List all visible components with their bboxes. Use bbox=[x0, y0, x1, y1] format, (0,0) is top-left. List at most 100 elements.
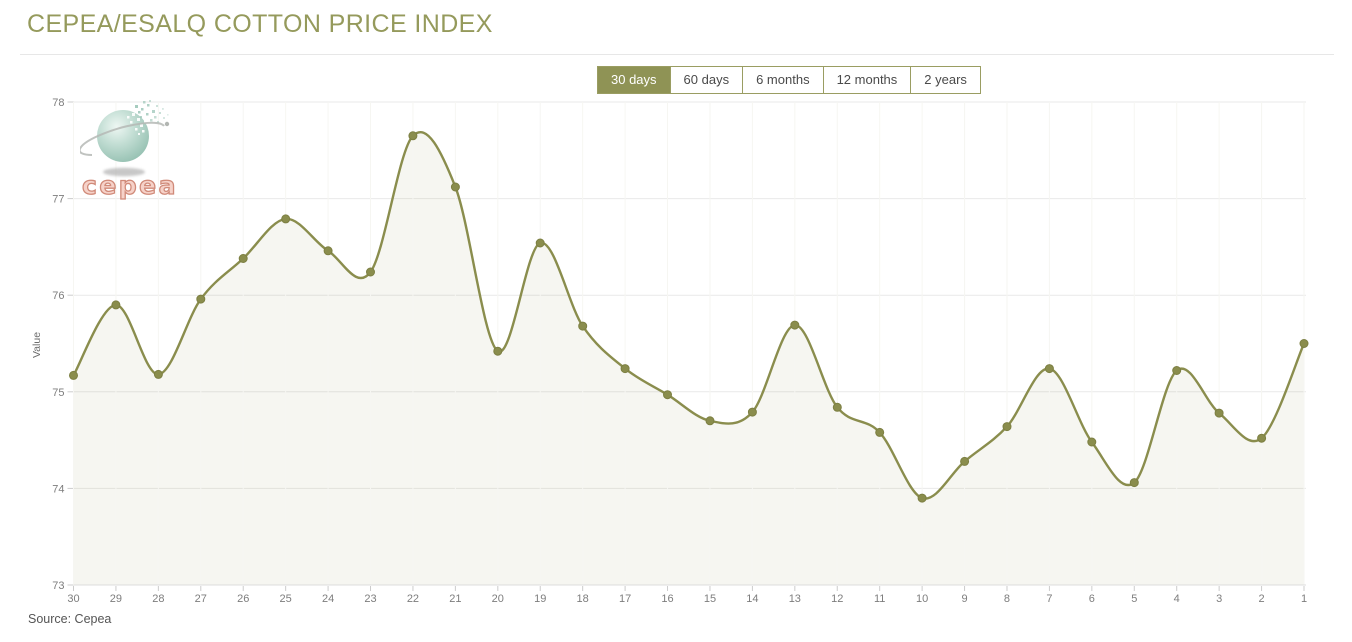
tab-60-days[interactable]: 60 days bbox=[669, 67, 743, 93]
data-point[interactable] bbox=[1257, 433, 1267, 443]
x-axis-label: 20 bbox=[492, 593, 504, 605]
data-point[interactable] bbox=[960, 456, 970, 466]
x-axis-label: 3 bbox=[1216, 593, 1222, 605]
x-axis-label: 26 bbox=[237, 593, 249, 605]
tab-6-months[interactable]: 6 months bbox=[742, 67, 823, 93]
data-point[interactable] bbox=[281, 214, 291, 224]
logo-speckle bbox=[147, 104, 150, 107]
data-point[interactable] bbox=[663, 390, 672, 400]
range-tabs: 30 days 60 days 6 months 12 months 2 yea… bbox=[597, 66, 981, 94]
data-point[interactable] bbox=[620, 364, 630, 374]
data-point[interactable] bbox=[408, 131, 418, 141]
logo-speckle bbox=[149, 100, 151, 102]
data-point[interactable] bbox=[1002, 422, 1012, 432]
x-axis-label: 17 bbox=[619, 593, 631, 605]
logo-globe bbox=[97, 110, 149, 162]
x-axis-label: 23 bbox=[364, 593, 376, 605]
data-point[interactable] bbox=[323, 246, 333, 256]
y-axis-label: 75 bbox=[52, 387, 64, 399]
x-axis-label: 18 bbox=[577, 593, 589, 605]
data-point[interactable] bbox=[111, 300, 121, 310]
logo-speckle bbox=[162, 108, 164, 110]
logo-speckle bbox=[138, 133, 140, 135]
data-point[interactable] bbox=[153, 369, 163, 379]
y-axis-label: 77 bbox=[52, 194, 64, 206]
series-area bbox=[73, 132, 1304, 586]
data-point[interactable] bbox=[450, 182, 460, 192]
data-point[interactable] bbox=[1087, 437, 1097, 447]
x-axis-label: 6 bbox=[1089, 593, 1095, 605]
x-axis-label: 4 bbox=[1174, 593, 1180, 605]
x-axis-label: 25 bbox=[280, 593, 292, 605]
data-point[interactable] bbox=[747, 407, 757, 417]
logo-speckle bbox=[137, 118, 140, 121]
data-point[interactable] bbox=[1214, 408, 1224, 418]
data-point[interactable] bbox=[1129, 478, 1139, 488]
data-point[interactable] bbox=[705, 416, 715, 426]
logo-speckle bbox=[140, 124, 143, 127]
logo-speckle bbox=[135, 105, 138, 108]
logo-speckle bbox=[140, 116, 142, 118]
x-axis-label: 24 bbox=[322, 593, 334, 605]
logo-speckle bbox=[163, 117, 165, 119]
data-point[interactable] bbox=[1299, 339, 1309, 348]
source-label: Source: Cepea bbox=[28, 612, 112, 626]
data-point[interactable] bbox=[832, 402, 842, 412]
logo-swoosh bbox=[80, 121, 165, 156]
logo-speckle bbox=[146, 113, 149, 116]
logo-speckles bbox=[127, 100, 169, 135]
logo-speckle bbox=[150, 119, 153, 122]
data-point[interactable] bbox=[1044, 364, 1054, 374]
y-axis-label: 76 bbox=[52, 290, 64, 302]
data-point[interactable] bbox=[578, 321, 588, 331]
logo-speckle bbox=[141, 108, 144, 111]
data-point[interactable] bbox=[196, 294, 206, 304]
x-axis-label: 9 bbox=[961, 593, 967, 605]
logo-speckle bbox=[132, 113, 135, 116]
x-axis-label: 2 bbox=[1259, 593, 1265, 605]
tab-12-months[interactable]: 12 months bbox=[822, 67, 911, 93]
x-axis-label: 27 bbox=[195, 593, 207, 605]
data-point[interactable] bbox=[917, 493, 927, 503]
x-axis-label: 5 bbox=[1131, 593, 1137, 605]
x-axis-label: 21 bbox=[449, 593, 461, 605]
logo-speckle bbox=[135, 128, 138, 131]
x-axis-label: 7 bbox=[1046, 593, 1052, 605]
y-axis-label: 78 bbox=[52, 97, 64, 109]
logo-swoosh-dot bbox=[164, 121, 170, 127]
x-axis-label: 16 bbox=[661, 593, 673, 605]
data-point[interactable] bbox=[535, 238, 545, 248]
cepea-logo: cepea bbox=[80, 100, 176, 200]
data-point[interactable] bbox=[238, 254, 248, 263]
data-point[interactable] bbox=[493, 346, 503, 356]
logo-speckle bbox=[159, 112, 161, 114]
tab-2-years[interactable]: 2 years bbox=[910, 67, 980, 93]
page-title: CEPEA/ESALQ COTTON PRICE INDEX bbox=[27, 10, 493, 38]
x-axis-label: 30 bbox=[67, 593, 79, 605]
y-axis-label: 73 bbox=[52, 580, 64, 592]
x-axis-label: 10 bbox=[916, 593, 928, 605]
logo-speckle bbox=[152, 110, 155, 113]
x-axis-label: 29 bbox=[110, 593, 122, 605]
tab-30-days[interactable]: 30 days bbox=[598, 67, 670, 93]
y-axis-label: 74 bbox=[52, 483, 64, 495]
logo-speckle bbox=[142, 130, 145, 133]
x-axis-label: 28 bbox=[152, 593, 164, 605]
data-point[interactable] bbox=[1172, 366, 1182, 375]
data-point[interactable] bbox=[69, 370, 78, 380]
logo-speckle bbox=[154, 116, 157, 119]
x-axis-label: 19 bbox=[534, 593, 546, 605]
title-divider bbox=[20, 54, 1334, 55]
x-axis-label: 8 bbox=[1004, 593, 1010, 605]
data-point[interactable] bbox=[875, 427, 885, 437]
y-axis-title: Value bbox=[31, 332, 43, 358]
logo-shadow bbox=[103, 167, 145, 177]
data-point[interactable] bbox=[366, 267, 375, 277]
logo-speckle bbox=[167, 114, 169, 116]
data-point[interactable] bbox=[790, 320, 800, 330]
x-axis-label: 11 bbox=[874, 593, 885, 605]
logo-speckle bbox=[130, 121, 133, 124]
x-axis-label: 13 bbox=[789, 593, 801, 605]
logo-speckle bbox=[156, 105, 158, 107]
